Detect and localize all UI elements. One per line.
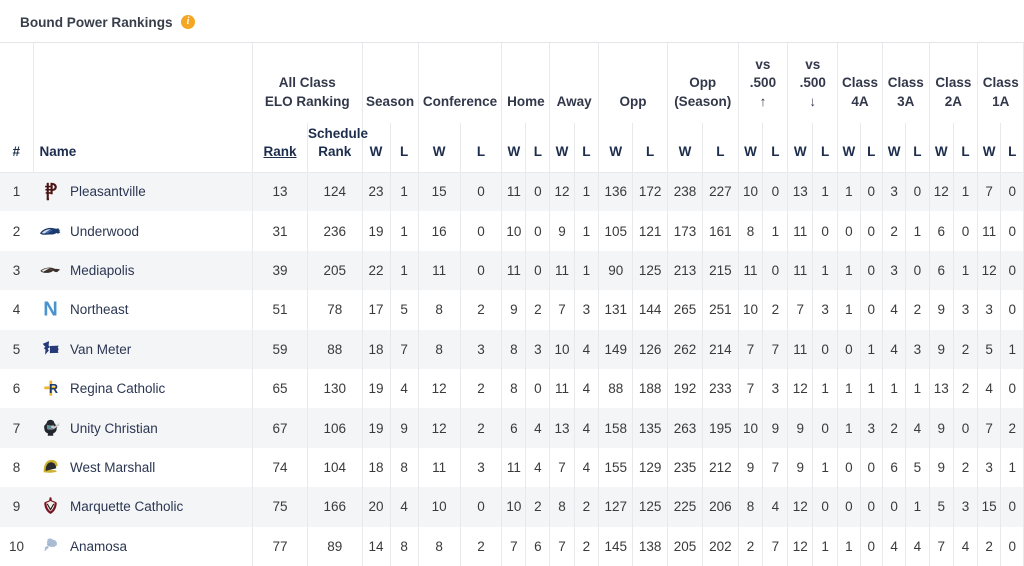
- svg-text:N: N: [43, 299, 58, 321]
- svg-text:R: R: [48, 382, 57, 396]
